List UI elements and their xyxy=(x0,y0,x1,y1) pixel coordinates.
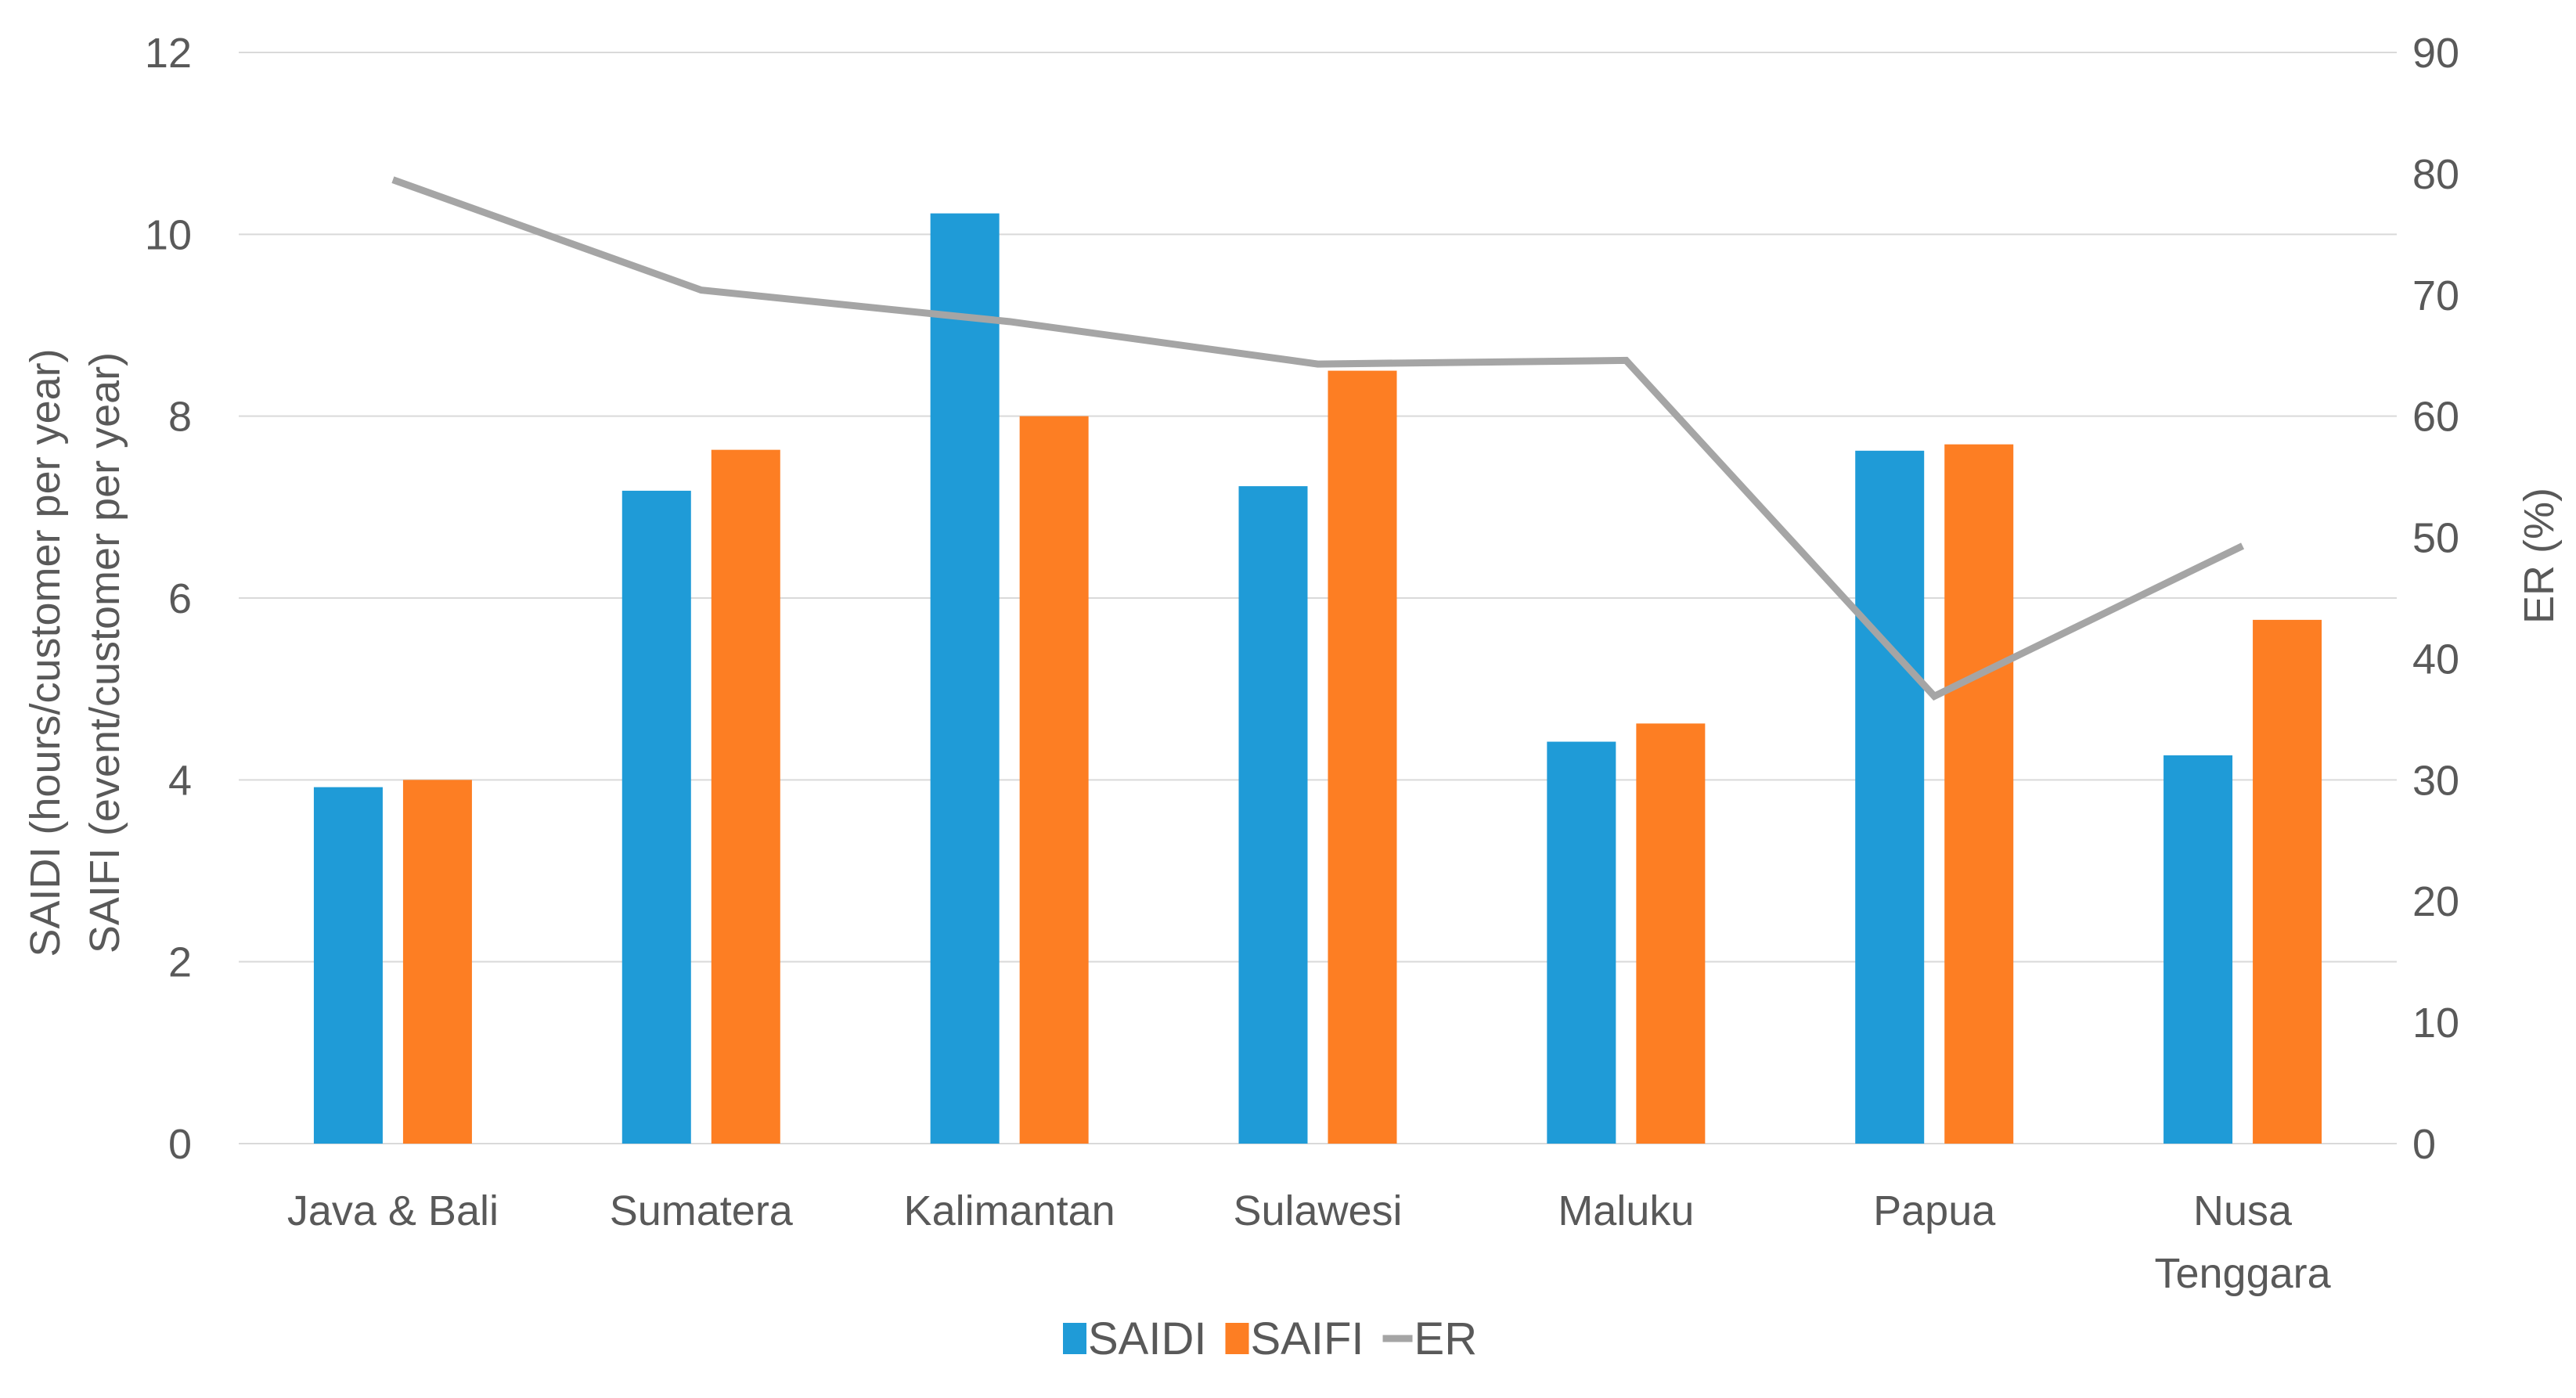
bar-saifi xyxy=(1636,723,1706,1144)
right-tick-label: 50 xyxy=(2412,515,2459,562)
left-tick-label: 10 xyxy=(145,211,192,258)
right-tick-label: 70 xyxy=(2412,272,2459,319)
x-tick-label-line: Java & Bali xyxy=(287,1187,499,1234)
bar-saidi xyxy=(313,787,383,1144)
bar-saifi xyxy=(711,449,780,1144)
bar-saifi xyxy=(2253,619,2322,1144)
x-tick-label-line: Maluku xyxy=(1558,1187,1694,1234)
legend-label-saidi: SAIDI xyxy=(1088,1313,1207,1364)
gridlines xyxy=(239,52,2397,1144)
x-tick-label-line: Kalimantan xyxy=(904,1187,1115,1234)
x-tick-label-line: Tenggara xyxy=(2154,1250,2331,1297)
right-tick-label: 90 xyxy=(2412,30,2459,77)
right-tick-label: 60 xyxy=(2412,394,2459,441)
bar-saidi xyxy=(930,213,1000,1144)
x-tick-label: Papua xyxy=(1873,1187,1996,1234)
right-tick-label: 80 xyxy=(2412,151,2459,198)
x-tick-label-line: Nusa xyxy=(2193,1187,2293,1234)
legend-swatch-saidi xyxy=(1063,1323,1086,1354)
left-tick-label: 6 xyxy=(168,575,192,622)
axis-titles: SAIDI (hours/customer per year) SAIFI (ev… xyxy=(22,348,2563,957)
x-tick-label: Kalimantan xyxy=(904,1187,1115,1234)
legend-swatch-saifi xyxy=(1225,1323,1249,1354)
left-tick-label: 12 xyxy=(145,30,192,77)
left-tick-label: 8 xyxy=(168,394,192,441)
right-tick-label: 20 xyxy=(2412,878,2459,925)
bar-saifi xyxy=(402,780,472,1144)
left-axis-title: SAIFI (event/customer per year) xyxy=(81,352,128,953)
bar-saifi xyxy=(1944,444,2014,1144)
x-tick-label: Nusa Tenggara xyxy=(2154,1187,2331,1297)
bar-saifi xyxy=(1019,416,1089,1144)
right-tick-label: 0 xyxy=(2412,1121,2436,1168)
right-axis-title: ER (%) xyxy=(2516,488,2563,624)
bar-saidi xyxy=(621,490,691,1144)
left-tick-label: 2 xyxy=(168,939,192,986)
right-axis-ticks: 0 10 20 30 40 50 60 70 80 90 xyxy=(2412,30,2459,1168)
right-tick-label: 40 xyxy=(2412,636,2459,683)
right-tick-label: 30 xyxy=(2412,757,2459,804)
line-series xyxy=(391,176,2245,701)
left-tick-label: 0 xyxy=(168,1121,192,1168)
bars xyxy=(313,213,2322,1144)
bar-saidi xyxy=(1855,450,1925,1144)
line-er xyxy=(391,176,2245,701)
x-tick-label: Maluku xyxy=(1558,1187,1694,1234)
legend-label-saifi: SAIFI xyxy=(1251,1313,1364,1364)
legend: SAIDI SAIFI ER xyxy=(1063,1313,1477,1364)
x-tick-label-line: Papua xyxy=(1873,1187,1996,1234)
bar-saidi xyxy=(1547,741,1616,1144)
bar-saifi xyxy=(1328,370,1397,1144)
bar-saidi xyxy=(2163,755,2233,1144)
x-axis-ticks: Java & Bali Sumatera Kalimantan Sulawesi Mal… xyxy=(287,1187,2332,1297)
x-tick-label-line: Sumatera xyxy=(610,1187,794,1234)
left-tick-label: 4 xyxy=(168,757,192,804)
x-tick-label-line: Sulawesi xyxy=(1233,1187,1402,1234)
left-axis-ticks: 0 2 4 6 8 10 12 xyxy=(145,30,192,1168)
bar-saidi xyxy=(1238,486,1308,1144)
legend-label-er: ER xyxy=(1414,1313,1478,1364)
x-tick-label: Sulawesi xyxy=(1233,1187,1402,1234)
left-axis-title: SAIDI (hours/customer per year) xyxy=(22,348,69,957)
right-tick-label: 10 xyxy=(2412,1000,2459,1047)
x-tick-label: Java & Bali xyxy=(287,1187,499,1234)
x-tick-label: Sumatera xyxy=(610,1187,794,1234)
